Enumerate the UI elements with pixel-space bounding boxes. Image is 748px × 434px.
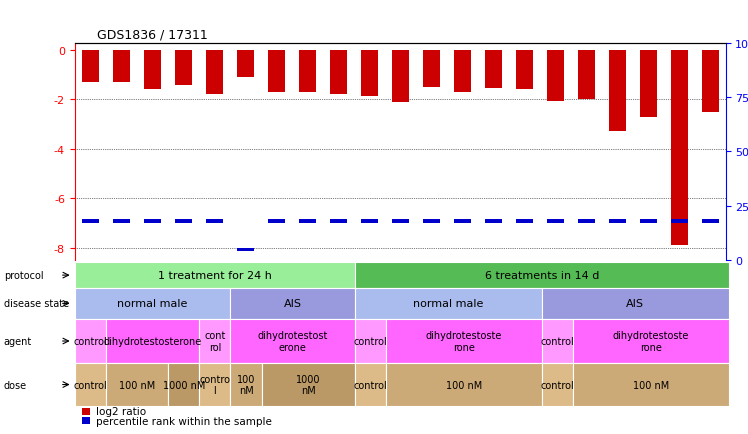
Bar xyxy=(515,220,533,223)
Text: 100 nM: 100 nM xyxy=(446,380,482,390)
Text: control: control xyxy=(354,336,387,346)
Text: normal male: normal male xyxy=(413,299,483,309)
Bar xyxy=(453,51,470,93)
Bar xyxy=(361,220,378,223)
Text: cont
rol: cont rol xyxy=(204,330,226,352)
Bar xyxy=(330,51,347,95)
Bar xyxy=(453,220,470,223)
Text: 1 treatment for 24 h: 1 treatment for 24 h xyxy=(158,270,272,280)
Bar xyxy=(175,220,191,223)
Bar xyxy=(577,220,595,223)
Text: control: control xyxy=(541,336,574,346)
Text: control: control xyxy=(541,380,574,390)
Bar xyxy=(515,51,533,90)
Text: percentile rank within the sample: percentile rank within the sample xyxy=(96,416,272,426)
Text: protocol: protocol xyxy=(4,270,43,280)
Text: log2 ratio: log2 ratio xyxy=(96,407,146,416)
Bar xyxy=(82,51,99,83)
Bar xyxy=(640,220,657,223)
Bar xyxy=(236,248,254,252)
Text: agent: agent xyxy=(4,336,32,346)
Bar xyxy=(670,51,687,246)
Text: dose: dose xyxy=(4,380,27,390)
Text: normal male: normal male xyxy=(117,299,188,309)
Text: dihydrotestoste
rone: dihydrotestoste rone xyxy=(613,330,689,352)
Bar xyxy=(144,220,161,223)
Bar xyxy=(206,51,223,95)
Bar xyxy=(144,51,161,90)
Bar xyxy=(547,51,564,102)
Bar xyxy=(361,51,378,96)
Bar xyxy=(298,220,316,223)
Bar xyxy=(640,51,657,117)
Bar xyxy=(268,51,285,93)
Text: 100 nM: 100 nM xyxy=(633,380,669,390)
Bar xyxy=(423,220,440,223)
Bar xyxy=(113,51,130,83)
Bar xyxy=(392,220,408,223)
Bar xyxy=(485,220,502,223)
Text: 1000 nM: 1000 nM xyxy=(162,380,205,390)
Bar xyxy=(577,51,595,100)
Text: dihydrotestosterone: dihydrotestosterone xyxy=(103,336,202,346)
Text: AIS: AIS xyxy=(283,299,301,309)
Text: 1000
nM: 1000 nM xyxy=(296,374,321,395)
Bar xyxy=(702,220,719,223)
Bar xyxy=(702,51,719,112)
Bar xyxy=(330,220,347,223)
Bar xyxy=(268,220,285,223)
Bar xyxy=(298,51,316,93)
Bar xyxy=(423,51,440,88)
Text: 100 nM: 100 nM xyxy=(119,380,155,390)
Bar xyxy=(609,51,625,132)
Text: dihydrotestoste
rone: dihydrotestoste rone xyxy=(426,330,502,352)
Text: control: control xyxy=(73,380,107,390)
Text: disease state: disease state xyxy=(4,299,69,309)
Bar xyxy=(113,220,130,223)
Text: 6 treatments in 14 d: 6 treatments in 14 d xyxy=(485,270,599,280)
Bar xyxy=(206,220,223,223)
Text: AIS: AIS xyxy=(626,299,644,309)
Text: GDS1836 / 17311: GDS1836 / 17311 xyxy=(97,28,208,41)
Bar xyxy=(485,51,502,89)
Text: control: control xyxy=(354,380,387,390)
Bar xyxy=(609,220,625,223)
Text: dihydrotestost
erone: dihydrotestost erone xyxy=(257,330,328,352)
Text: contro
l: contro l xyxy=(200,374,230,395)
Text: control: control xyxy=(73,336,107,346)
Bar xyxy=(175,51,191,85)
Bar xyxy=(82,220,99,223)
Bar xyxy=(547,220,564,223)
Bar xyxy=(670,220,687,223)
Bar xyxy=(236,51,254,78)
Bar xyxy=(392,51,408,102)
Text: 100
nM: 100 nM xyxy=(237,374,255,395)
